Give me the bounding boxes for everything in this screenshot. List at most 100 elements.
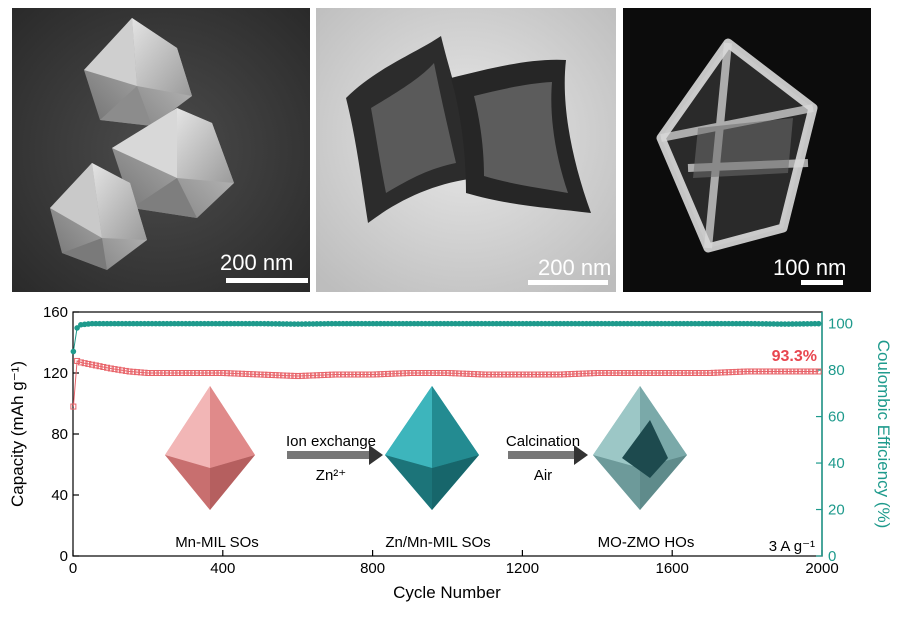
sem-micrograph: 200 nm xyxy=(12,8,310,292)
capacity-point xyxy=(714,369,721,376)
synthesis-schematic: Ion exchange Zn²⁺ Calcination Air Mn-MIL… xyxy=(165,386,694,551)
step2-label: Calcination xyxy=(506,433,580,450)
capacity-point xyxy=(688,370,695,376)
y2-tick-label: 0 xyxy=(828,548,836,565)
capacity-point xyxy=(793,368,800,375)
capacity-point xyxy=(579,370,586,377)
capacity-point xyxy=(216,370,223,376)
capacity-point xyxy=(620,370,627,376)
capacity-point xyxy=(553,371,560,378)
scale-bar xyxy=(528,280,608,285)
y-tick-label: 40 xyxy=(51,487,68,504)
capacity-point xyxy=(384,370,391,377)
capacity-point xyxy=(231,370,238,377)
capacity-point xyxy=(763,368,770,375)
capacity-point xyxy=(796,368,803,375)
capacity-point xyxy=(407,370,414,376)
step2-atmosphere: Air xyxy=(534,467,552,484)
capacity-point xyxy=(519,371,526,378)
capacity-point xyxy=(744,368,751,375)
tem-particle-right xyxy=(451,59,591,213)
capacity-point xyxy=(242,370,249,377)
capacity-point xyxy=(167,370,174,376)
capacity-point xyxy=(340,371,347,378)
capacity-point xyxy=(635,370,642,376)
capacity-point xyxy=(351,371,358,378)
label-zn-mn-mil: Zn/Mn-MIL SOs xyxy=(385,534,490,551)
capacity-point xyxy=(163,370,170,376)
capacity-point xyxy=(489,371,496,378)
capacity-point xyxy=(594,370,601,376)
capacity-point xyxy=(605,370,612,376)
y-tick-label: 160 xyxy=(43,304,68,321)
x-axis-title: Cycle Number xyxy=(393,583,501,602)
capacity-point xyxy=(77,359,84,366)
capacity-point xyxy=(632,370,639,376)
capacity-point xyxy=(766,368,773,375)
capacity-point xyxy=(399,370,406,377)
capacity-point xyxy=(137,369,144,376)
capacity-point xyxy=(433,370,440,376)
capacity-point xyxy=(111,366,118,373)
y2-tick-label: 100 xyxy=(828,316,853,333)
capacity-point xyxy=(770,368,777,375)
capacity-point xyxy=(707,369,714,376)
capacity-point xyxy=(287,372,294,379)
capacity-point xyxy=(107,365,114,372)
capacity-point xyxy=(456,370,463,377)
capacity-point xyxy=(220,370,227,377)
capacity-point xyxy=(512,371,519,378)
scale-label: 200 nm xyxy=(538,255,611,280)
capacity-point xyxy=(740,368,747,375)
capacity-point xyxy=(497,371,504,378)
capacity-point xyxy=(178,370,185,376)
capacity-point xyxy=(414,370,421,376)
capacity-point xyxy=(755,368,762,375)
capacity-point xyxy=(718,369,725,376)
capacity-point xyxy=(396,370,403,377)
capacity-point xyxy=(392,370,399,377)
capacity-point xyxy=(478,371,485,378)
capacity-point xyxy=(130,368,137,375)
capacity-point xyxy=(452,370,459,377)
capacity-point xyxy=(190,370,197,376)
capacity-point xyxy=(298,372,305,379)
capacity-point xyxy=(695,370,702,376)
capacity-point xyxy=(774,368,781,375)
capacity-point xyxy=(568,371,575,378)
capacity-point xyxy=(463,370,470,377)
capacity-point xyxy=(542,371,549,378)
capacity-point xyxy=(590,370,597,377)
capacity-point xyxy=(291,372,298,379)
arrow-ion-exchange xyxy=(287,445,383,465)
capacity-point xyxy=(628,370,635,376)
capacity-point xyxy=(171,370,178,376)
capacity-point xyxy=(373,371,380,378)
current-density-label: 3 A g⁻¹ xyxy=(769,538,815,555)
y-tick-label: 120 xyxy=(43,365,68,382)
capacity-point xyxy=(89,361,96,368)
capacity-point xyxy=(748,368,755,375)
capacity-point xyxy=(722,369,729,376)
capacity-point xyxy=(134,369,141,376)
capacity-point xyxy=(692,370,699,376)
capacity-point xyxy=(197,370,204,376)
capacity-point xyxy=(186,370,193,376)
capacity-point xyxy=(504,371,511,378)
sem-particle-top xyxy=(84,18,192,126)
y2-tick-label: 40 xyxy=(828,455,845,472)
capacity-point xyxy=(418,370,425,376)
capacity-point xyxy=(70,403,77,410)
capacity-point xyxy=(729,369,736,376)
x-tick-label: 1600 xyxy=(656,560,689,577)
capacity-point xyxy=(699,370,706,376)
x-tick-label: 1200 xyxy=(506,560,539,577)
scale-bar xyxy=(801,280,843,285)
scale-label: 100 nm xyxy=(773,255,846,280)
tem-particle-left xyxy=(346,36,476,223)
capacity-point xyxy=(253,371,260,378)
capacity-point xyxy=(295,373,302,380)
tem-micrograph: 200 nm xyxy=(316,8,616,292)
capacity-point xyxy=(474,371,481,378)
capacity-point xyxy=(81,360,88,367)
